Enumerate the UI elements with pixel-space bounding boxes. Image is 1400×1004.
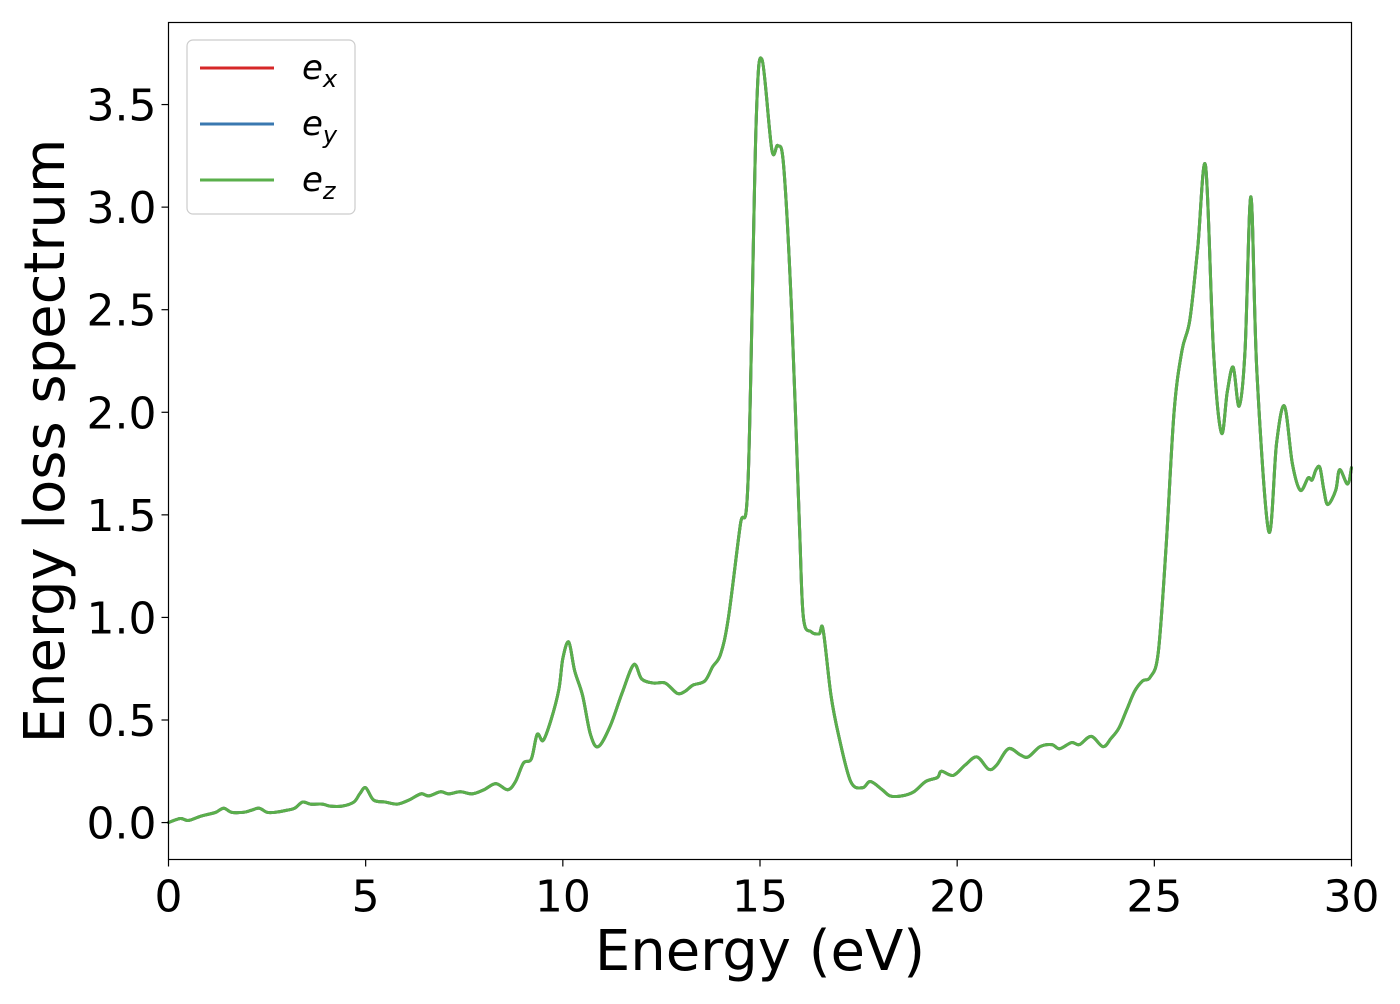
series-line-e_z	[167, 56, 1353, 825]
x-tick-label: 20	[929, 872, 985, 923]
x-tick-label: 5	[352, 872, 380, 923]
series-layer	[167, 56, 1353, 825]
y-axis: 0.0 0.5 1.0 1.5 2.0 2.5 3.0 3.5	[87, 81, 169, 850]
y-tick-label: 0.0	[87, 799, 157, 850]
x-axis-label: Energy (eV)	[595, 919, 925, 984]
y-tick-label: 3.0	[87, 183, 157, 234]
x-tick-label: 10	[535, 872, 591, 923]
y-tick-label: 2.5	[87, 286, 157, 337]
x-tick-label: 15	[732, 872, 788, 923]
x-tick-label: 25	[1126, 872, 1182, 923]
legend: ex ey ez	[186, 39, 356, 215]
legend-label-e_y: ey	[302, 104, 338, 149]
x-tick-label: 30	[1324, 872, 1380, 923]
y-tick-label: 1.0	[87, 593, 157, 644]
legend-items: ex ey ez	[200, 48, 338, 205]
x-tick-label: 0	[155, 872, 183, 923]
legend-label-e_z: ez	[302, 160, 337, 205]
x-axis: 0 5 10 15 20 25 30	[155, 859, 1380, 923]
y-axis-label: Energy loss spectrum	[13, 139, 78, 744]
y-tick-label: 3.5	[87, 81, 157, 132]
legend-box	[186, 39, 356, 215]
y-tick-label: 1.5	[87, 491, 157, 542]
y-tick-label: 0.5	[87, 696, 157, 747]
legend-label-e_x: ex	[302, 48, 338, 93]
y-tick-label: 2.0	[87, 388, 157, 439]
